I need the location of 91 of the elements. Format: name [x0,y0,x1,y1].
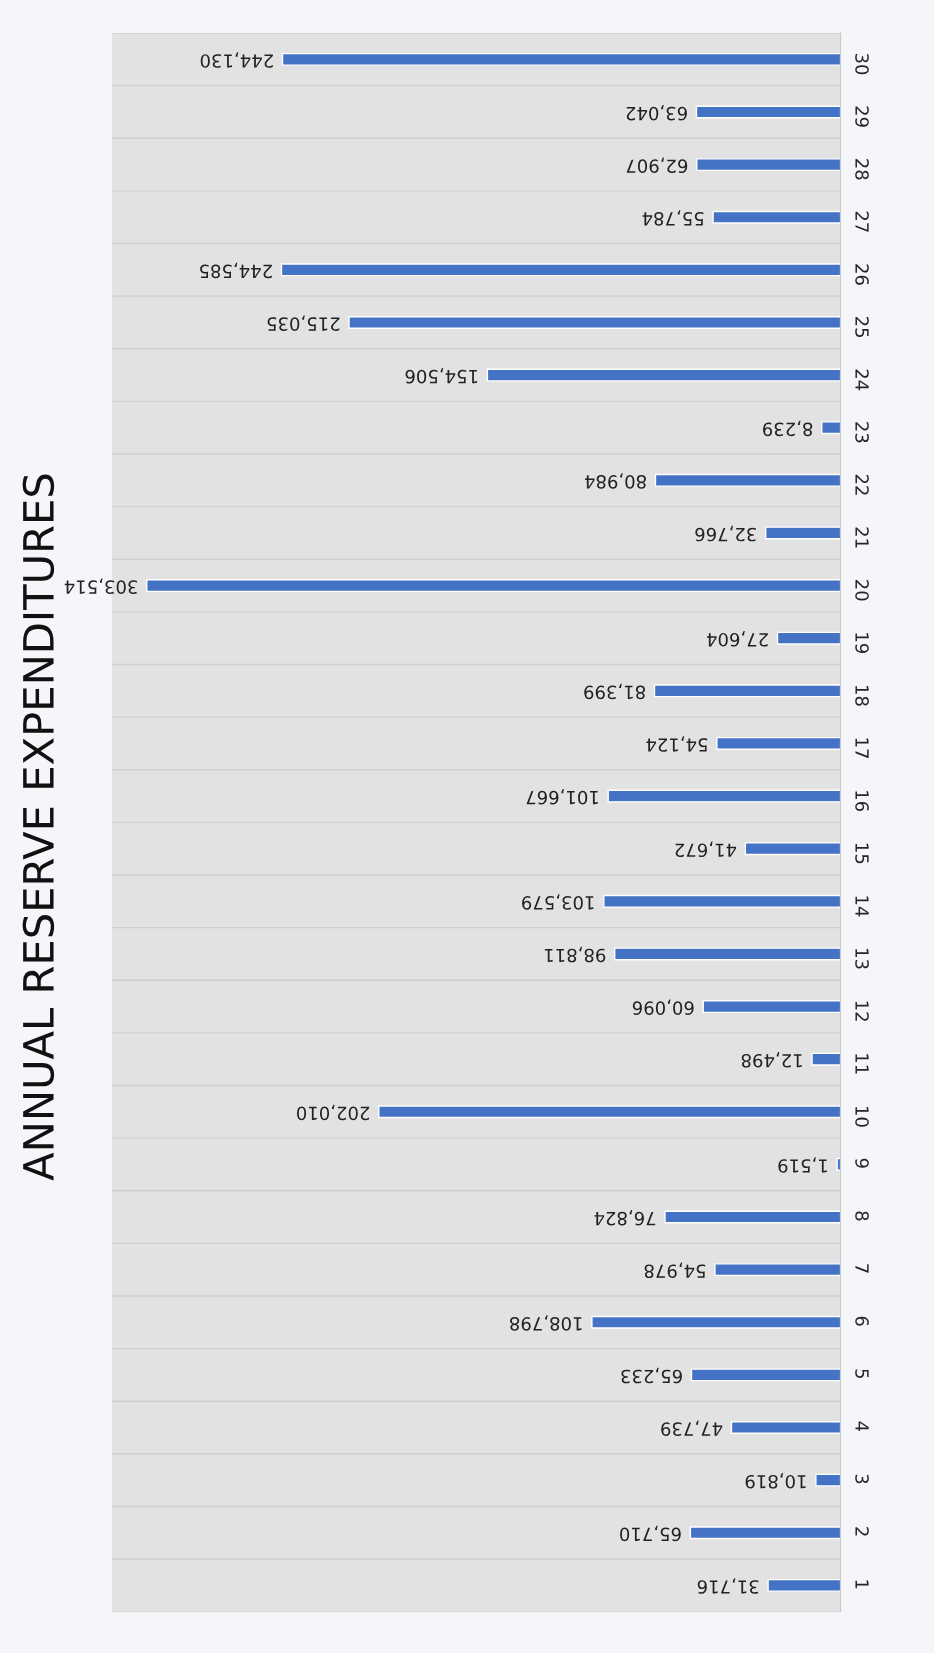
data-label: 10,819 [745,1473,806,1489]
data-label: 41,672 [675,841,737,858]
bar [702,1000,841,1014]
y-tick-label: 26 [855,264,869,285]
y-tick-label: 13 [855,949,869,969]
y-tick-label: 5 [855,1369,869,1378]
data-label: 47,739 [661,1420,723,1436]
y-tick-label: 12 [855,1001,869,1021]
data-label: 12,498 [741,1052,802,1068]
bar [696,158,841,172]
data-label: 154,506 [405,368,478,384]
data-label: 81,399 [584,683,645,700]
y-tick-label: 23 [855,422,869,443]
data-label: 60,096 [632,999,694,1015]
data-label: 32,766 [695,525,756,542]
data-label: 98,811 [544,946,606,963]
data-label: 31,716 [697,1578,759,1594]
y-tick-label: 28 [855,159,869,180]
bar [714,1263,841,1277]
bar [378,1105,841,1119]
data-label: 103,579 [522,894,594,910]
y-tick-label: 27 [855,211,869,232]
data-label: 27,604 [707,631,768,647]
y-tick-label: 30 [855,53,869,75]
y-tick-label: 2 [855,1527,869,1536]
bar [776,631,841,645]
y-tick-label: 8 [855,1211,869,1221]
bar [689,1526,841,1540]
y-tick-label: 7 [855,1264,869,1273]
bar [712,210,841,224]
data-label: 65,233 [621,1367,682,1384]
y-tick-label: 29 [855,106,869,127]
bar [690,1368,841,1382]
y-tick-label: 11 [855,1054,869,1074]
bar [607,789,841,803]
data-label: 244,130 [200,52,273,68]
y-tick-label: 6 [855,1316,869,1326]
data-label: 108,798 [510,1315,582,1331]
bar [653,684,841,698]
y-tick-label: 19 [855,633,869,654]
y-tick-label: 18 [855,685,869,706]
bar [836,1157,841,1171]
text: ANNUAL RESERVE EXPENDITURES [22,474,55,1181]
bar [811,1052,841,1066]
data-label: 202,010 [297,1104,370,1121]
data-label: 76,824 [594,1209,656,1226]
bar [767,1578,841,1592]
bar [486,368,841,382]
y-tick-label: 21 [855,527,869,548]
y-tick-label: 24 [855,369,869,391]
bar [765,526,841,540]
bar [280,263,841,277]
bar [664,1210,841,1224]
y-tick-label: 9 [855,1158,869,1168]
data-label: 65,710 [620,1525,681,1542]
bar [821,421,841,435]
y-tick-label: 17 [855,738,869,759]
bar [281,52,841,66]
data-label: 101,667 [526,788,598,805]
bar [654,473,841,487]
bar [730,1421,841,1434]
y-tick-label: 15 [855,843,869,864]
data-label: 80,984 [584,473,646,489]
data-label: 54,978 [644,1262,706,1279]
data-label: 8,239 [763,420,813,437]
y-tick-label: 25 [855,316,869,338]
bar [695,105,841,119]
bar [614,947,841,961]
bar [716,736,841,750]
data-label: 1,519 [778,1157,827,1173]
bar [815,1473,841,1487]
data-label: 244,585 [200,262,272,279]
bar [591,1315,841,1329]
bar [744,842,841,856]
data-label: 63,042 [626,104,687,121]
data-label: 55,784 [642,210,704,226]
y-tick-label: 10 [855,1106,869,1127]
y-tick-label: 20 [855,580,869,601]
y-tick-label: 1 [855,1580,869,1589]
y-tick-label: 3 [855,1474,869,1484]
bar [603,894,841,908]
y-tick-label: 22 [855,474,869,495]
bar [348,315,841,329]
y-tick-label: 16 [855,791,869,812]
y-tick-label: 14 [855,896,869,917]
bar [146,579,841,593]
data-label: 54,124 [646,736,708,752]
data-label: 62,907 [626,157,688,174]
y-tick-label: 4 [855,1421,869,1432]
data-label: 215,035 [267,315,340,331]
data-label: 303,514 [64,578,138,594]
